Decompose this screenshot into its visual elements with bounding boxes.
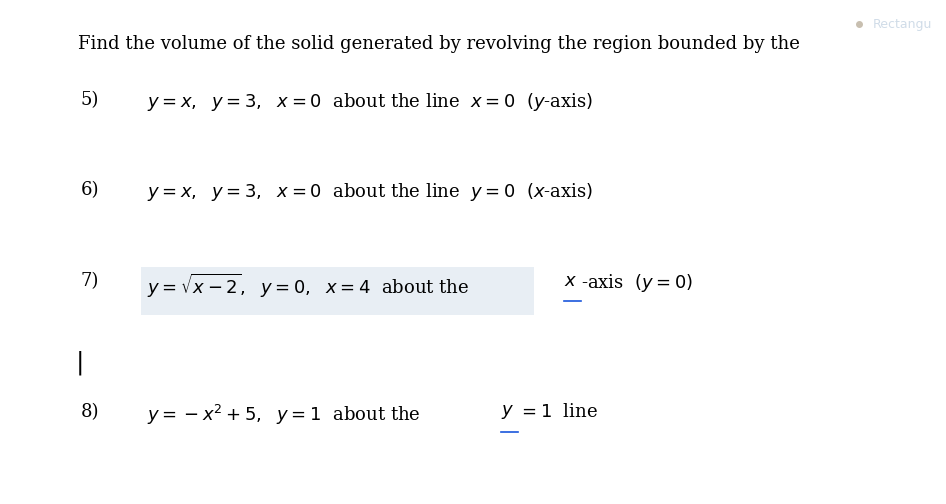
Text: 6): 6) xyxy=(80,181,99,200)
Text: $y$: $y$ xyxy=(500,403,514,421)
Text: Find the volume of the solid generated by revolving the region bounded by the: Find the volume of the solid generated b… xyxy=(78,35,805,53)
Text: $= 1$  line: $= 1$ line xyxy=(518,403,598,421)
Text: $y = x,\ \ y = 3,\ \ x = 0$  about the line  $y = 0$  $(x$-axis$)$: $y = x,\ \ y = 3,\ \ x = 0$ about the li… xyxy=(147,181,593,204)
Text: Rectangu: Rectangu xyxy=(872,18,932,31)
Text: 7): 7) xyxy=(80,272,98,290)
Text: $x$: $x$ xyxy=(564,272,577,290)
Text: $y = -x^2 + 5,\ \ y = 1$  about the: $y = -x^2 + 5,\ \ y = 1$ about the xyxy=(147,403,421,427)
Text: $y = x,\ \ y = 3,\ \ x = 0$  about the line  $x = 0$  $(y$-axis$)$: $y = x,\ \ y = 3,\ \ x = 0$ about the li… xyxy=(147,91,593,113)
FancyBboxPatch shape xyxy=(141,267,534,315)
Text: 8): 8) xyxy=(80,403,99,421)
Text: $y = \sqrt{x-2},\ \ y = 0,\ \ x = 4$  about the: $y = \sqrt{x-2},\ \ y = 0,\ \ x = 4$ abo… xyxy=(147,272,470,300)
Text: |: | xyxy=(76,350,84,375)
Text: 5): 5) xyxy=(80,91,98,109)
Text: -axis  $(y = 0)$: -axis $(y = 0)$ xyxy=(581,272,692,294)
